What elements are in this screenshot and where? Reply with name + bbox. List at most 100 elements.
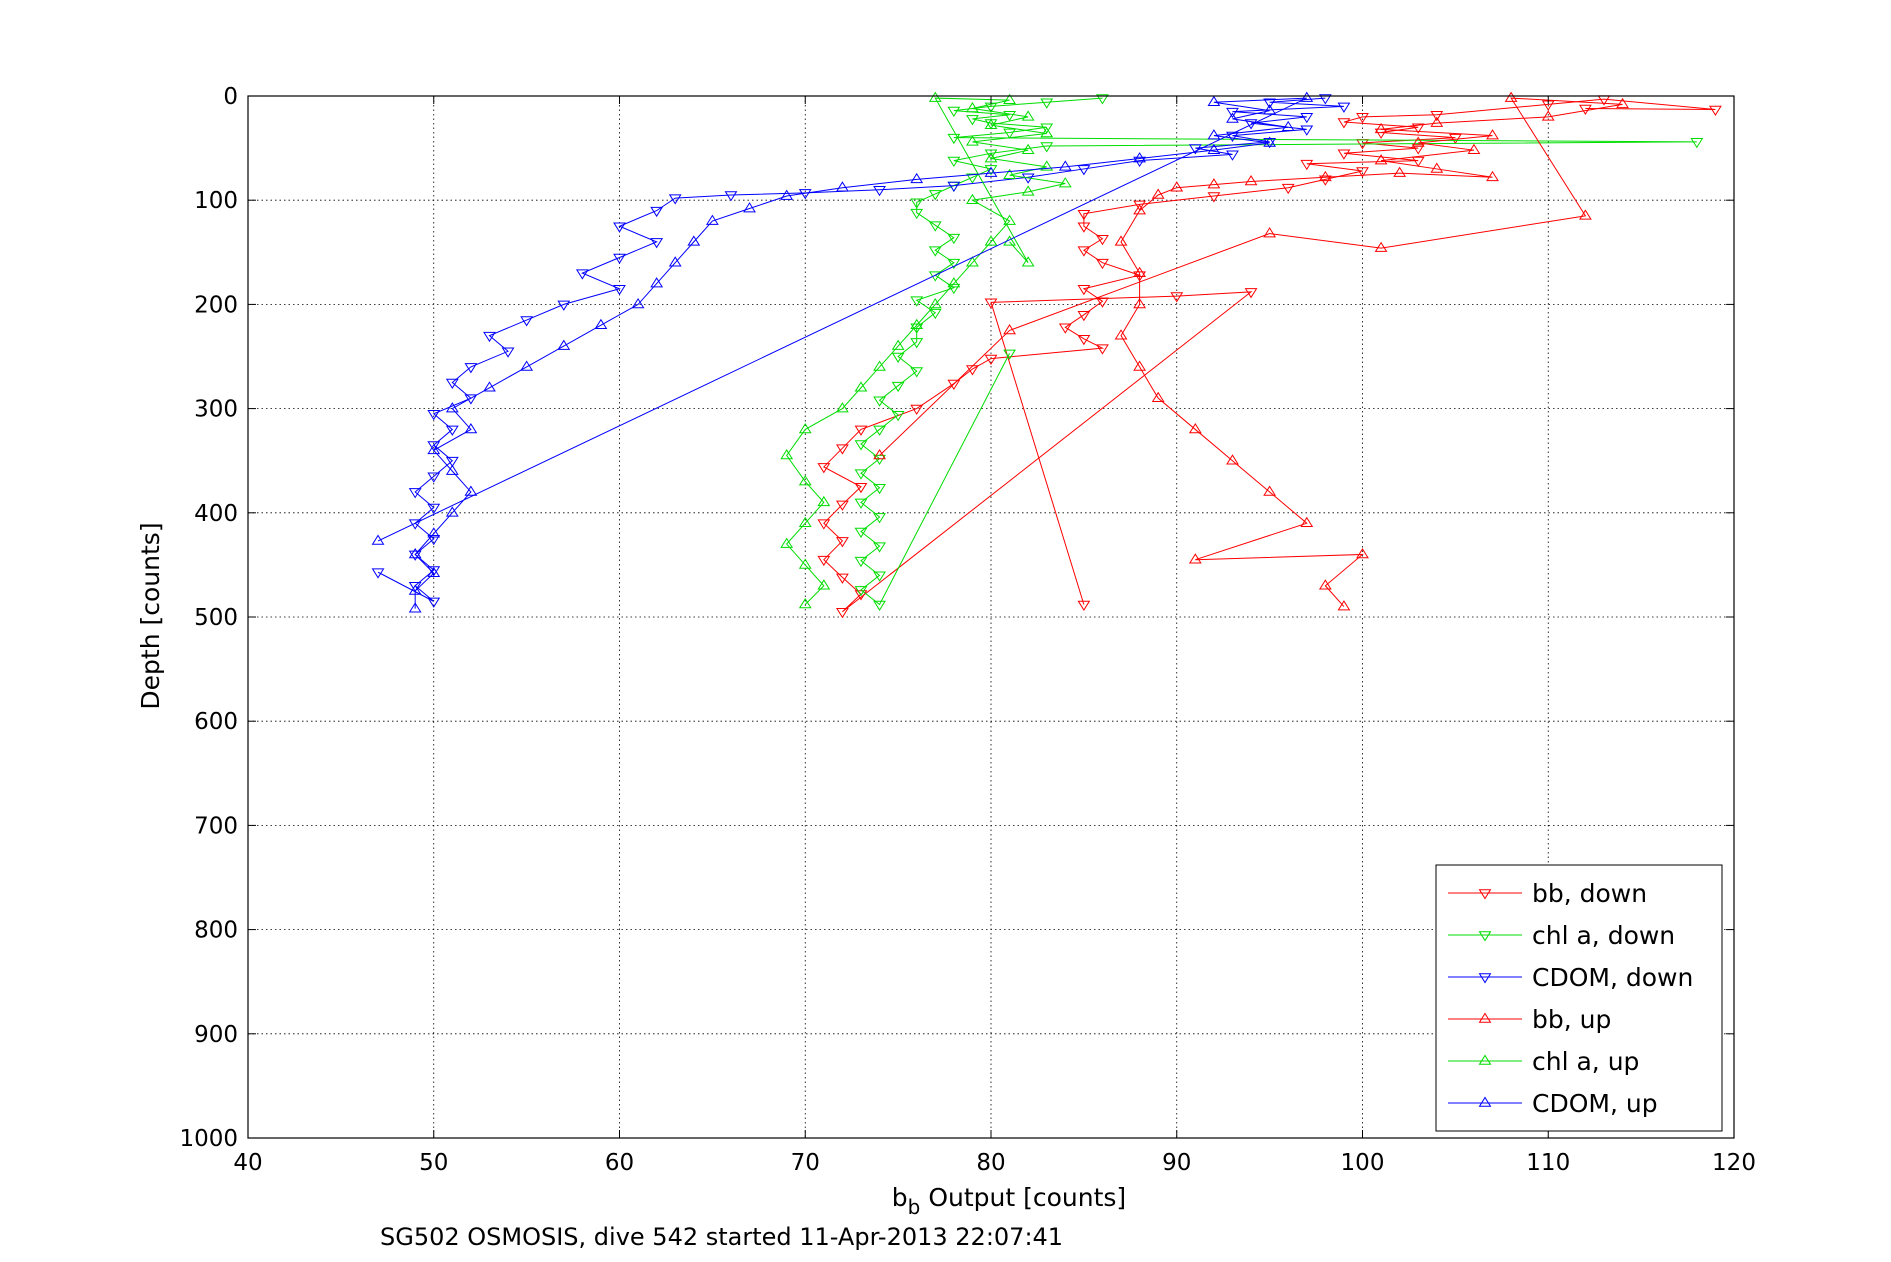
data-point bbox=[1504, 91, 1518, 102]
series-layer bbox=[371, 91, 1722, 619]
data-point bbox=[984, 298, 998, 309]
data-point bbox=[928, 221, 942, 232]
data-point bbox=[1021, 143, 1035, 154]
data-point bbox=[1318, 94, 1332, 105]
data-point bbox=[798, 422, 812, 434]
data-point bbox=[1040, 123, 1054, 134]
data-point bbox=[650, 206, 664, 218]
data-point bbox=[817, 463, 831, 474]
data-point bbox=[1300, 91, 1314, 102]
data-point bbox=[1077, 311, 1091, 322]
data-point bbox=[873, 542, 886, 553]
data-point bbox=[854, 556, 868, 568]
data-point bbox=[1188, 144, 1202, 155]
data-point bbox=[835, 181, 849, 192]
data-point bbox=[984, 118, 998, 129]
data-point bbox=[1133, 266, 1147, 277]
data-point bbox=[1133, 360, 1147, 371]
data-point bbox=[928, 91, 942, 102]
data-point bbox=[1207, 143, 1221, 154]
data-point bbox=[1170, 181, 1184, 192]
y-tick-label: 1000 bbox=[179, 1126, 238, 1152]
data-point bbox=[1040, 142, 1054, 153]
data-point bbox=[464, 485, 478, 496]
data-point bbox=[873, 185, 886, 197]
data-point bbox=[1411, 123, 1425, 134]
data-point bbox=[1411, 136, 1425, 147]
legend-marker bbox=[1478, 931, 1492, 942]
data-point bbox=[445, 402, 459, 413]
data-point bbox=[1058, 177, 1072, 188]
data-point bbox=[966, 256, 979, 267]
data-point bbox=[408, 584, 422, 595]
data-point bbox=[798, 475, 812, 486]
data-point bbox=[520, 316, 534, 327]
data-point bbox=[1337, 118, 1351, 129]
data-point bbox=[835, 500, 849, 511]
data-point bbox=[1337, 149, 1351, 160]
y-tick-label: 700 bbox=[194, 813, 238, 839]
data-point bbox=[1616, 97, 1629, 109]
data-point bbox=[984, 149, 998, 160]
data-point bbox=[966, 173, 979, 184]
data-point bbox=[427, 441, 441, 452]
x-tick-label: 90 bbox=[1162, 1150, 1191, 1176]
legend-label: CDOM, up bbox=[1532, 1089, 1658, 1118]
data-point bbox=[1003, 93, 1016, 104]
data-point bbox=[1356, 167, 1369, 178]
data-point bbox=[724, 191, 738, 202]
data-point bbox=[854, 586, 868, 597]
data-point bbox=[1411, 156, 1425, 168]
data-point bbox=[1114, 329, 1128, 340]
series-bb-down bbox=[817, 95, 1722, 619]
data-point bbox=[1133, 200, 1147, 211]
y-tick-label: 400 bbox=[194, 501, 238, 527]
data-point bbox=[928, 246, 942, 257]
data-point bbox=[873, 513, 886, 524]
data-point bbox=[1077, 209, 1091, 221]
data-point bbox=[668, 256, 682, 267]
y-tick-label: 900 bbox=[194, 1022, 238, 1048]
data-point bbox=[1393, 166, 1407, 177]
data-point bbox=[891, 352, 905, 363]
data-point bbox=[464, 363, 478, 374]
data-point bbox=[464, 422, 478, 434]
data-point bbox=[1133, 204, 1147, 215]
data-point bbox=[1096, 234, 1109, 246]
data-point bbox=[984, 354, 998, 366]
x-axis-label-main: b bbox=[892, 1183, 908, 1212]
y-tick-label: 800 bbox=[194, 918, 238, 944]
data-point bbox=[798, 598, 812, 609]
legend-marker bbox=[1478, 973, 1492, 984]
data-point bbox=[650, 277, 664, 288]
data-point bbox=[780, 449, 794, 460]
data-point bbox=[1263, 98, 1277, 109]
data-point bbox=[371, 568, 385, 579]
data-point bbox=[408, 602, 422, 613]
data-point bbox=[1003, 168, 1016, 179]
legend-label: bb, down bbox=[1532, 879, 1647, 908]
x-axis-label-subscript: b bbox=[908, 1195, 921, 1219]
data-point bbox=[1003, 324, 1016, 335]
data-point bbox=[854, 498, 868, 509]
data-point bbox=[873, 360, 886, 371]
data-point bbox=[1356, 113, 1369, 124]
data-point bbox=[427, 527, 441, 538]
data-point bbox=[427, 503, 441, 515]
data-point bbox=[1430, 162, 1444, 173]
data-point bbox=[1170, 292, 1184, 303]
y-tick-label: 0 bbox=[223, 84, 238, 110]
data-point bbox=[966, 102, 979, 113]
data-point bbox=[594, 318, 608, 330]
data-point bbox=[427, 597, 441, 608]
data-point bbox=[1709, 105, 1722, 116]
data-point bbox=[1207, 95, 1221, 107]
data-point bbox=[910, 198, 924, 209]
grid-lines bbox=[248, 96, 1734, 1138]
data-point bbox=[798, 516, 812, 528]
data-point bbox=[984, 166, 998, 177]
series-bb-up bbox=[873, 91, 1629, 611]
data-point bbox=[1077, 284, 1091, 296]
data-point bbox=[1337, 102, 1351, 113]
data-point bbox=[1337, 600, 1351, 611]
